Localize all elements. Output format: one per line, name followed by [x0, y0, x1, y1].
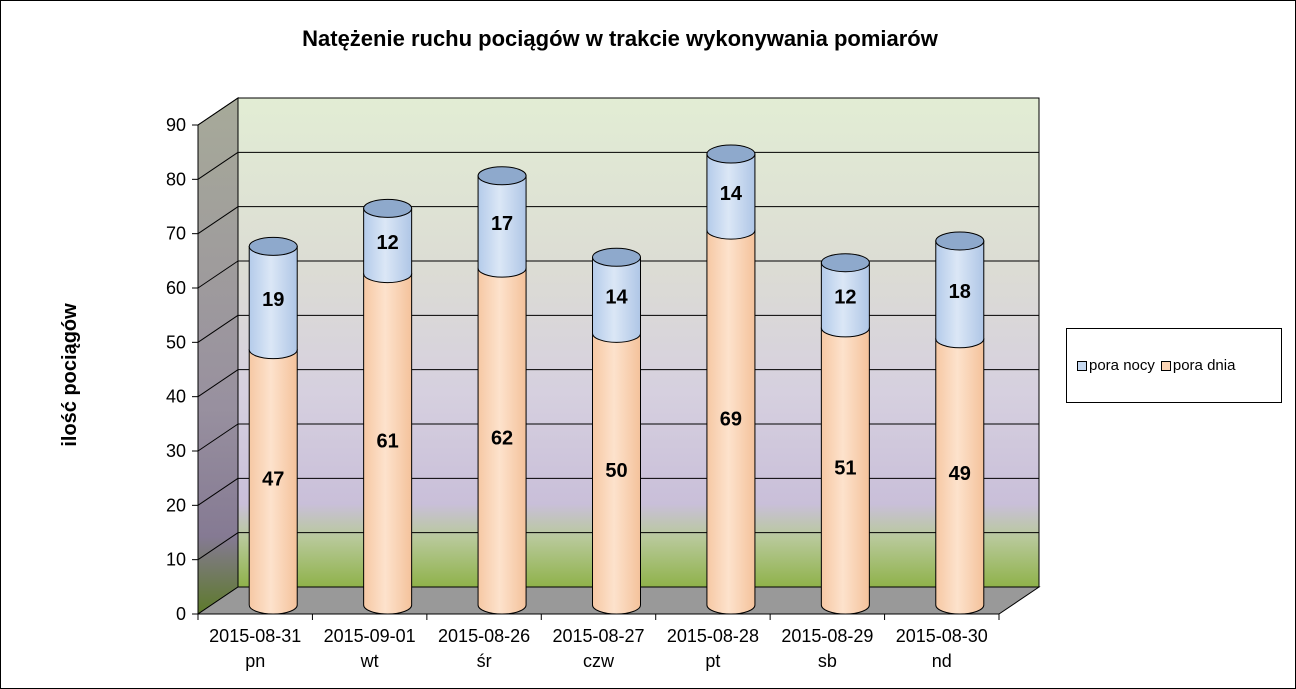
chart-title: Natężenie ruchu pociągów w trakcie wykon…: [302, 26, 939, 51]
y-tick-label: 40: [166, 387, 186, 407]
legend-label-night: pora nocy: [1089, 357, 1155, 374]
gridline-side: [197, 151, 239, 180]
y-axis-ticks: 0 10 20 30 40 50 60 70 80 90: [166, 115, 199, 624]
x-tick-label-day: śr: [477, 651, 492, 671]
x-tick-label-day: wt: [360, 651, 379, 671]
legend-label-day: pora dnia: [1172, 357, 1236, 374]
bar-day: [248, 349, 298, 615]
x-tick-label-day: nd: [932, 651, 952, 671]
x-tick-label-day: pt: [705, 651, 720, 671]
bar-night: [820, 262, 870, 338]
data-label-night: 14: [720, 183, 743, 205]
data-label-day: 50: [605, 460, 627, 482]
y-axis-label: ilość pociągów: [59, 303, 81, 447]
y-tick-label: 90: [166, 115, 186, 135]
data-label-day: 49: [949, 463, 971, 485]
legend-swatch-day: [1160, 360, 1171, 371]
data-label-day: 61: [377, 430, 399, 452]
legend-swatch-night: [1077, 360, 1087, 371]
y-tick-label: 30: [166, 441, 186, 461]
bar-day: [477, 267, 527, 615]
bar-night: [706, 153, 756, 240]
y-tick-label: 0: [176, 604, 186, 624]
data-label-day: 47: [262, 468, 284, 490]
gridline-side: [197, 423, 239, 452]
bar-top-cap: [592, 247, 641, 267]
x-tick-label-date: 2015-08-29: [781, 626, 873, 646]
bar-day: [363, 273, 413, 615]
x-axis: 2015-08-31 pn 2015-09-01 wt 2015-08-26 śr 2015…: [197, 613, 1000, 671]
bar-top-cap: [820, 253, 870, 273]
gridline-side: [197, 369, 239, 398]
data-label-night: 19: [262, 289, 284, 311]
bar-night: [935, 240, 985, 349]
x-tick-label-date: 2015-09-01: [324, 626, 416, 646]
bar-top-cap: [935, 231, 985, 251]
bar-night: [592, 256, 641, 343]
data-label-night: 17: [491, 213, 513, 235]
bar-day: [592, 332, 641, 615]
gridline-side: [197, 314, 239, 343]
y-tick-label: 20: [166, 495, 186, 515]
bar-night: [477, 175, 527, 278]
bar-day: [706, 229, 756, 615]
data-label-day: 51: [834, 457, 856, 479]
y-tick-label: 70: [166, 224, 186, 244]
x-tick-label-day: sb: [818, 651, 837, 671]
y-tick-label: 80: [166, 169, 186, 189]
gridline-side: [197, 206, 239, 235]
bar-top-cap: [248, 236, 298, 256]
y-tick-label: 10: [166, 550, 186, 570]
gridline-side: [197, 532, 239, 561]
legend: pora nocy pora dnia: [1066, 328, 1282, 403]
gridline-side: [197, 260, 239, 289]
data-label-night: 14: [605, 286, 628, 308]
bar-top-cap: [363, 198, 413, 218]
bar-top-cap: [477, 166, 527, 186]
bar-night: [363, 207, 413, 284]
data-label-night: 18: [949, 281, 971, 303]
legend-item-night: pora nocy: [1077, 357, 1155, 374]
data-label-day: 69: [720, 409, 742, 431]
x-tick-label-date: 2015-08-28: [667, 626, 759, 646]
x-tick-label-date: 2015-08-27: [552, 626, 644, 646]
y-tick-label: 60: [166, 278, 186, 298]
x-tick-label-day: czw: [583, 651, 615, 671]
bar-night: [248, 245, 298, 360]
bars: 47 19 61 12 62 17 50 14 69 14 51 12 49 18: [248, 144, 985, 615]
bar-day: [820, 327, 870, 615]
x-tick-label-day: pn: [245, 651, 265, 671]
x-tick-label-date: 2015-08-30: [896, 626, 988, 646]
data-label-day: 62: [491, 428, 513, 450]
data-label-night: 12: [834, 286, 856, 308]
data-label-night: 12: [377, 232, 399, 254]
legend-item-day: pora dnia: [1160, 357, 1236, 374]
gridline-side: [197, 477, 239, 506]
x-tick-label-date: 2015-08-26: [438, 626, 530, 646]
x-tick-label-date: 2015-08-31: [209, 626, 301, 646]
gridline-side: [197, 97, 239, 126]
bar-day: [935, 338, 985, 615]
y-tick-label: 50: [166, 332, 186, 352]
bar-top-cap: [706, 144, 756, 164]
